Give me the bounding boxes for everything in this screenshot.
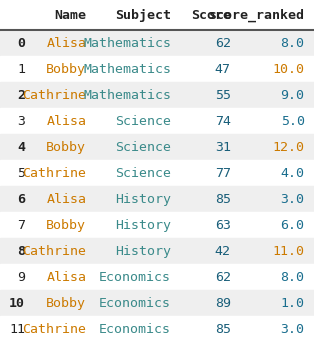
- Text: 85: 85: [215, 323, 231, 336]
- Text: 9.0: 9.0: [281, 89, 305, 102]
- Text: Bobby: Bobby: [46, 63, 86, 76]
- Text: 77: 77: [215, 167, 231, 180]
- Bar: [0, 82, 314, 108]
- Text: 31: 31: [215, 141, 231, 154]
- Bar: [0, 0, 314, 30]
- Text: 42: 42: [215, 245, 231, 258]
- Text: 62: 62: [215, 37, 231, 50]
- Text: Cathrine: Cathrine: [22, 89, 86, 102]
- Text: 10.0: 10.0: [273, 63, 305, 76]
- Text: 62: 62: [215, 271, 231, 284]
- Text: Mathematics: Mathematics: [83, 37, 171, 50]
- Text: 0: 0: [17, 37, 25, 50]
- Text: 4.0: 4.0: [281, 167, 305, 180]
- Text: 1.0: 1.0: [281, 297, 305, 310]
- Bar: [0, 134, 314, 160]
- Text: 11.0: 11.0: [273, 245, 305, 258]
- Text: Subject: Subject: [115, 9, 171, 22]
- Text: Bobby: Bobby: [46, 219, 86, 232]
- Text: 2: 2: [17, 89, 25, 102]
- Text: 55: 55: [215, 89, 231, 102]
- Text: Science: Science: [115, 167, 171, 180]
- Text: Cathrine: Cathrine: [22, 245, 86, 258]
- Text: 10: 10: [9, 297, 25, 310]
- Text: 9: 9: [17, 271, 25, 284]
- Bar: [0, 264, 314, 290]
- Text: 12.0: 12.0: [273, 141, 305, 154]
- Text: 3.0: 3.0: [281, 323, 305, 336]
- Text: 8: 8: [17, 245, 25, 258]
- Bar: [0, 316, 314, 342]
- Bar: [0, 238, 314, 264]
- Text: 3: 3: [17, 115, 25, 128]
- Text: Mathematics: Mathematics: [83, 89, 171, 102]
- Text: 47: 47: [215, 63, 231, 76]
- Text: score_ranked: score_ranked: [208, 9, 305, 22]
- Text: 89: 89: [215, 297, 231, 310]
- Text: 5: 5: [17, 167, 25, 180]
- Text: Cathrine: Cathrine: [22, 323, 86, 336]
- Bar: [0, 56, 314, 82]
- Text: Alisa: Alisa: [46, 115, 86, 128]
- Text: 8.0: 8.0: [281, 37, 305, 50]
- Text: Economics: Economics: [99, 323, 171, 336]
- Text: 74: 74: [215, 115, 231, 128]
- Text: Alisa: Alisa: [46, 37, 86, 50]
- Text: Science: Science: [115, 141, 171, 154]
- Text: 63: 63: [215, 219, 231, 232]
- Text: 8.0: 8.0: [281, 271, 305, 284]
- Text: Name: Name: [54, 9, 86, 22]
- Text: 7: 7: [17, 219, 25, 232]
- Bar: [0, 30, 314, 56]
- Text: 3.0: 3.0: [281, 193, 305, 206]
- Text: Alisa: Alisa: [46, 193, 86, 206]
- Text: Economics: Economics: [99, 271, 171, 284]
- Text: Score: Score: [191, 9, 231, 22]
- Text: 6.0: 6.0: [281, 219, 305, 232]
- Bar: [0, 186, 314, 212]
- Text: Bobby: Bobby: [46, 297, 86, 310]
- Text: History: History: [115, 193, 171, 206]
- Text: History: History: [115, 245, 171, 258]
- Text: 4: 4: [17, 141, 25, 154]
- Text: 11: 11: [9, 323, 25, 336]
- Text: Bobby: Bobby: [46, 141, 86, 154]
- Text: 85: 85: [215, 193, 231, 206]
- Text: Cathrine: Cathrine: [22, 167, 86, 180]
- Bar: [0, 290, 314, 316]
- Bar: [0, 108, 314, 134]
- Bar: [0, 160, 314, 186]
- Text: Alisa: Alisa: [46, 271, 86, 284]
- Text: Mathematics: Mathematics: [83, 63, 171, 76]
- Text: History: History: [115, 219, 171, 232]
- Bar: [0, 212, 314, 238]
- Text: 6: 6: [17, 193, 25, 206]
- Text: 5.0: 5.0: [281, 115, 305, 128]
- Text: 1: 1: [17, 63, 25, 76]
- Text: Science: Science: [115, 115, 171, 128]
- Text: Economics: Economics: [99, 297, 171, 310]
